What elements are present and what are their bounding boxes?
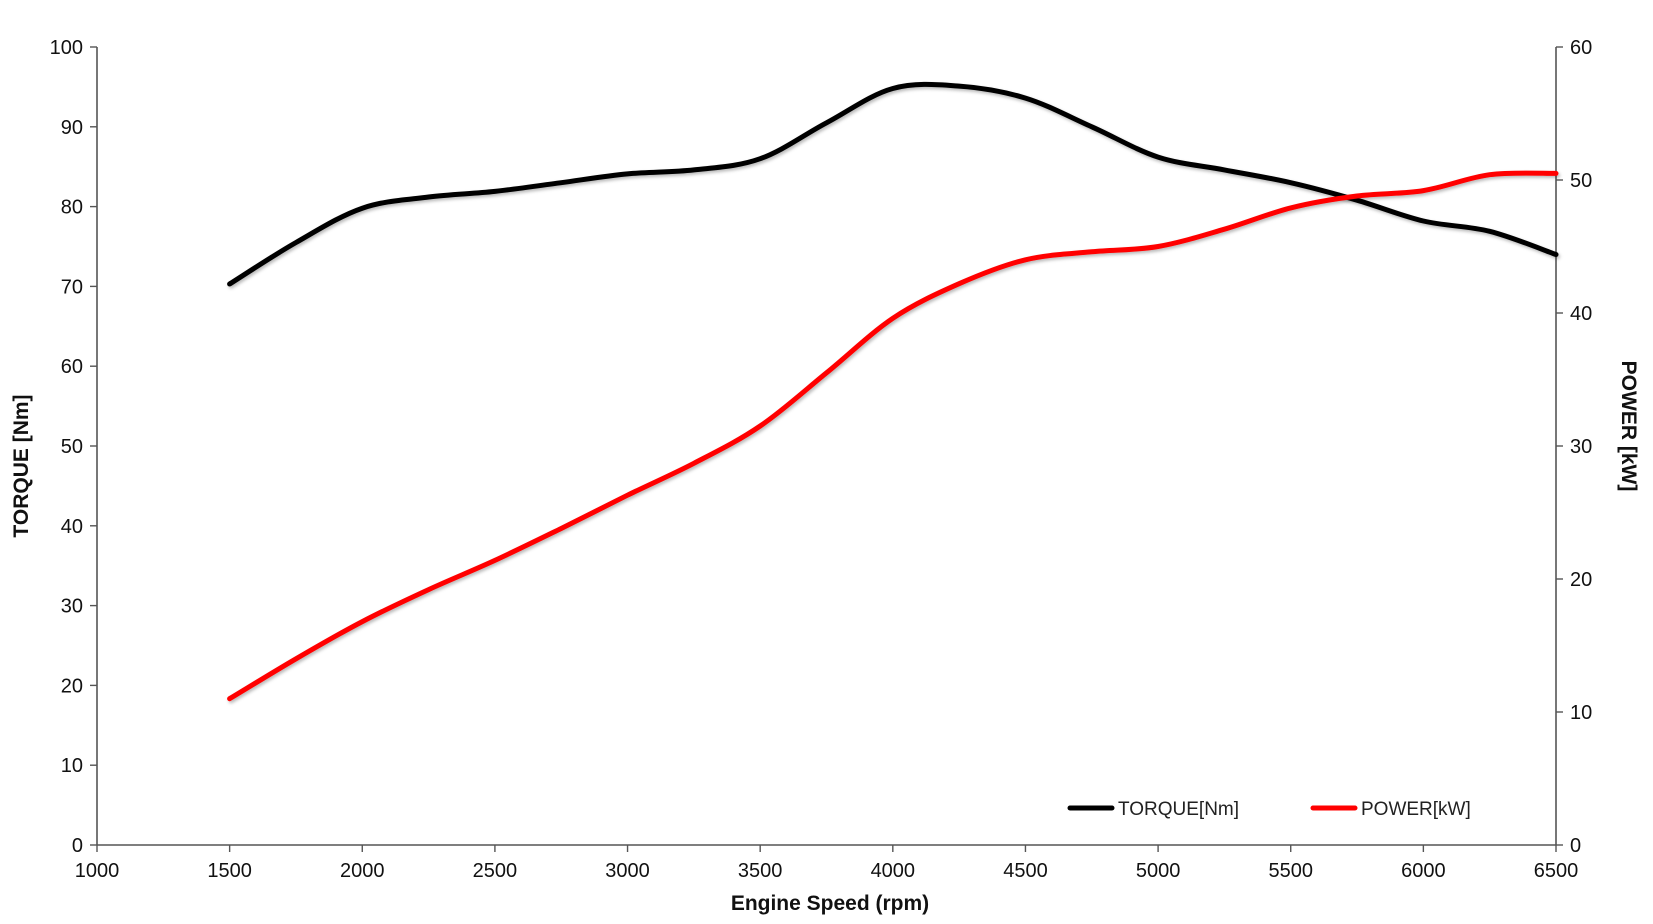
y-left-tick-label: 30	[61, 596, 83, 618]
y-left-tick-label: 60	[61, 356, 83, 378]
axes: 1000 1500 2000 2500 3000 3500 4000 4500 5000 5500…	[50, 37, 1593, 882]
y-left-tick-label: 70	[61, 276, 83, 298]
y-right-tick-label: 0	[1570, 835, 1581, 857]
x-tick-label: 3500	[738, 860, 783, 882]
series-line-power	[227, 170, 1559, 702]
y-left-tick-label: 80	[61, 197, 83, 219]
x-tick-label: 5500	[1268, 860, 1313, 882]
y-axis-right-title: POWER [kW]	[1617, 361, 1640, 492]
y-left-tick-label: 50	[61, 436, 83, 458]
y-left-tick-label: 10	[61, 755, 83, 777]
x-tick-label: 2000	[340, 860, 385, 882]
x-axis-title: Engine Speed (rpm)	[731, 892, 929, 915]
y-left-tick-label: 100	[50, 37, 83, 59]
x-tick-label: 1000	[75, 860, 120, 882]
x-tick-label: 4500	[1003, 860, 1048, 882]
x-tick-label: 2500	[473, 860, 518, 882]
y-right-tick-label: 50	[1570, 170, 1592, 192]
y-right-tick-label: 10	[1570, 702, 1592, 724]
x-tick-label: 4000	[871, 860, 916, 882]
x-tick-label: 6000	[1401, 860, 1446, 882]
y-left-tick-label: 20	[61, 675, 83, 697]
x-tick-label: 5000	[1136, 860, 1181, 882]
series-line-torque	[227, 81, 1559, 287]
series-lines	[227, 81, 1559, 702]
y-right-tick-label: 60	[1570, 37, 1592, 59]
legend-label: POWER[kW]	[1361, 799, 1471, 820]
y-left-tick-label: 0	[72, 835, 83, 857]
legend: TORQUE[Nm] POWER[kW]	[1067, 799, 1471, 820]
legend-label: TORQUE[Nm]	[1118, 799, 1239, 820]
x-tick-label: 6500	[1534, 860, 1579, 882]
x-tick-label: 3000	[605, 860, 650, 882]
y-axis-left-title: TORQUE [Nm]	[10, 394, 33, 537]
x-tick-label: 1500	[207, 860, 252, 882]
y-left-tick-label: 90	[61, 117, 83, 139]
y-right-tick-label: 40	[1570, 303, 1592, 325]
y-left-tick-label: 40	[61, 516, 83, 538]
y-right-tick-label: 20	[1570, 569, 1592, 591]
y-right-tick-label: 30	[1570, 436, 1592, 458]
